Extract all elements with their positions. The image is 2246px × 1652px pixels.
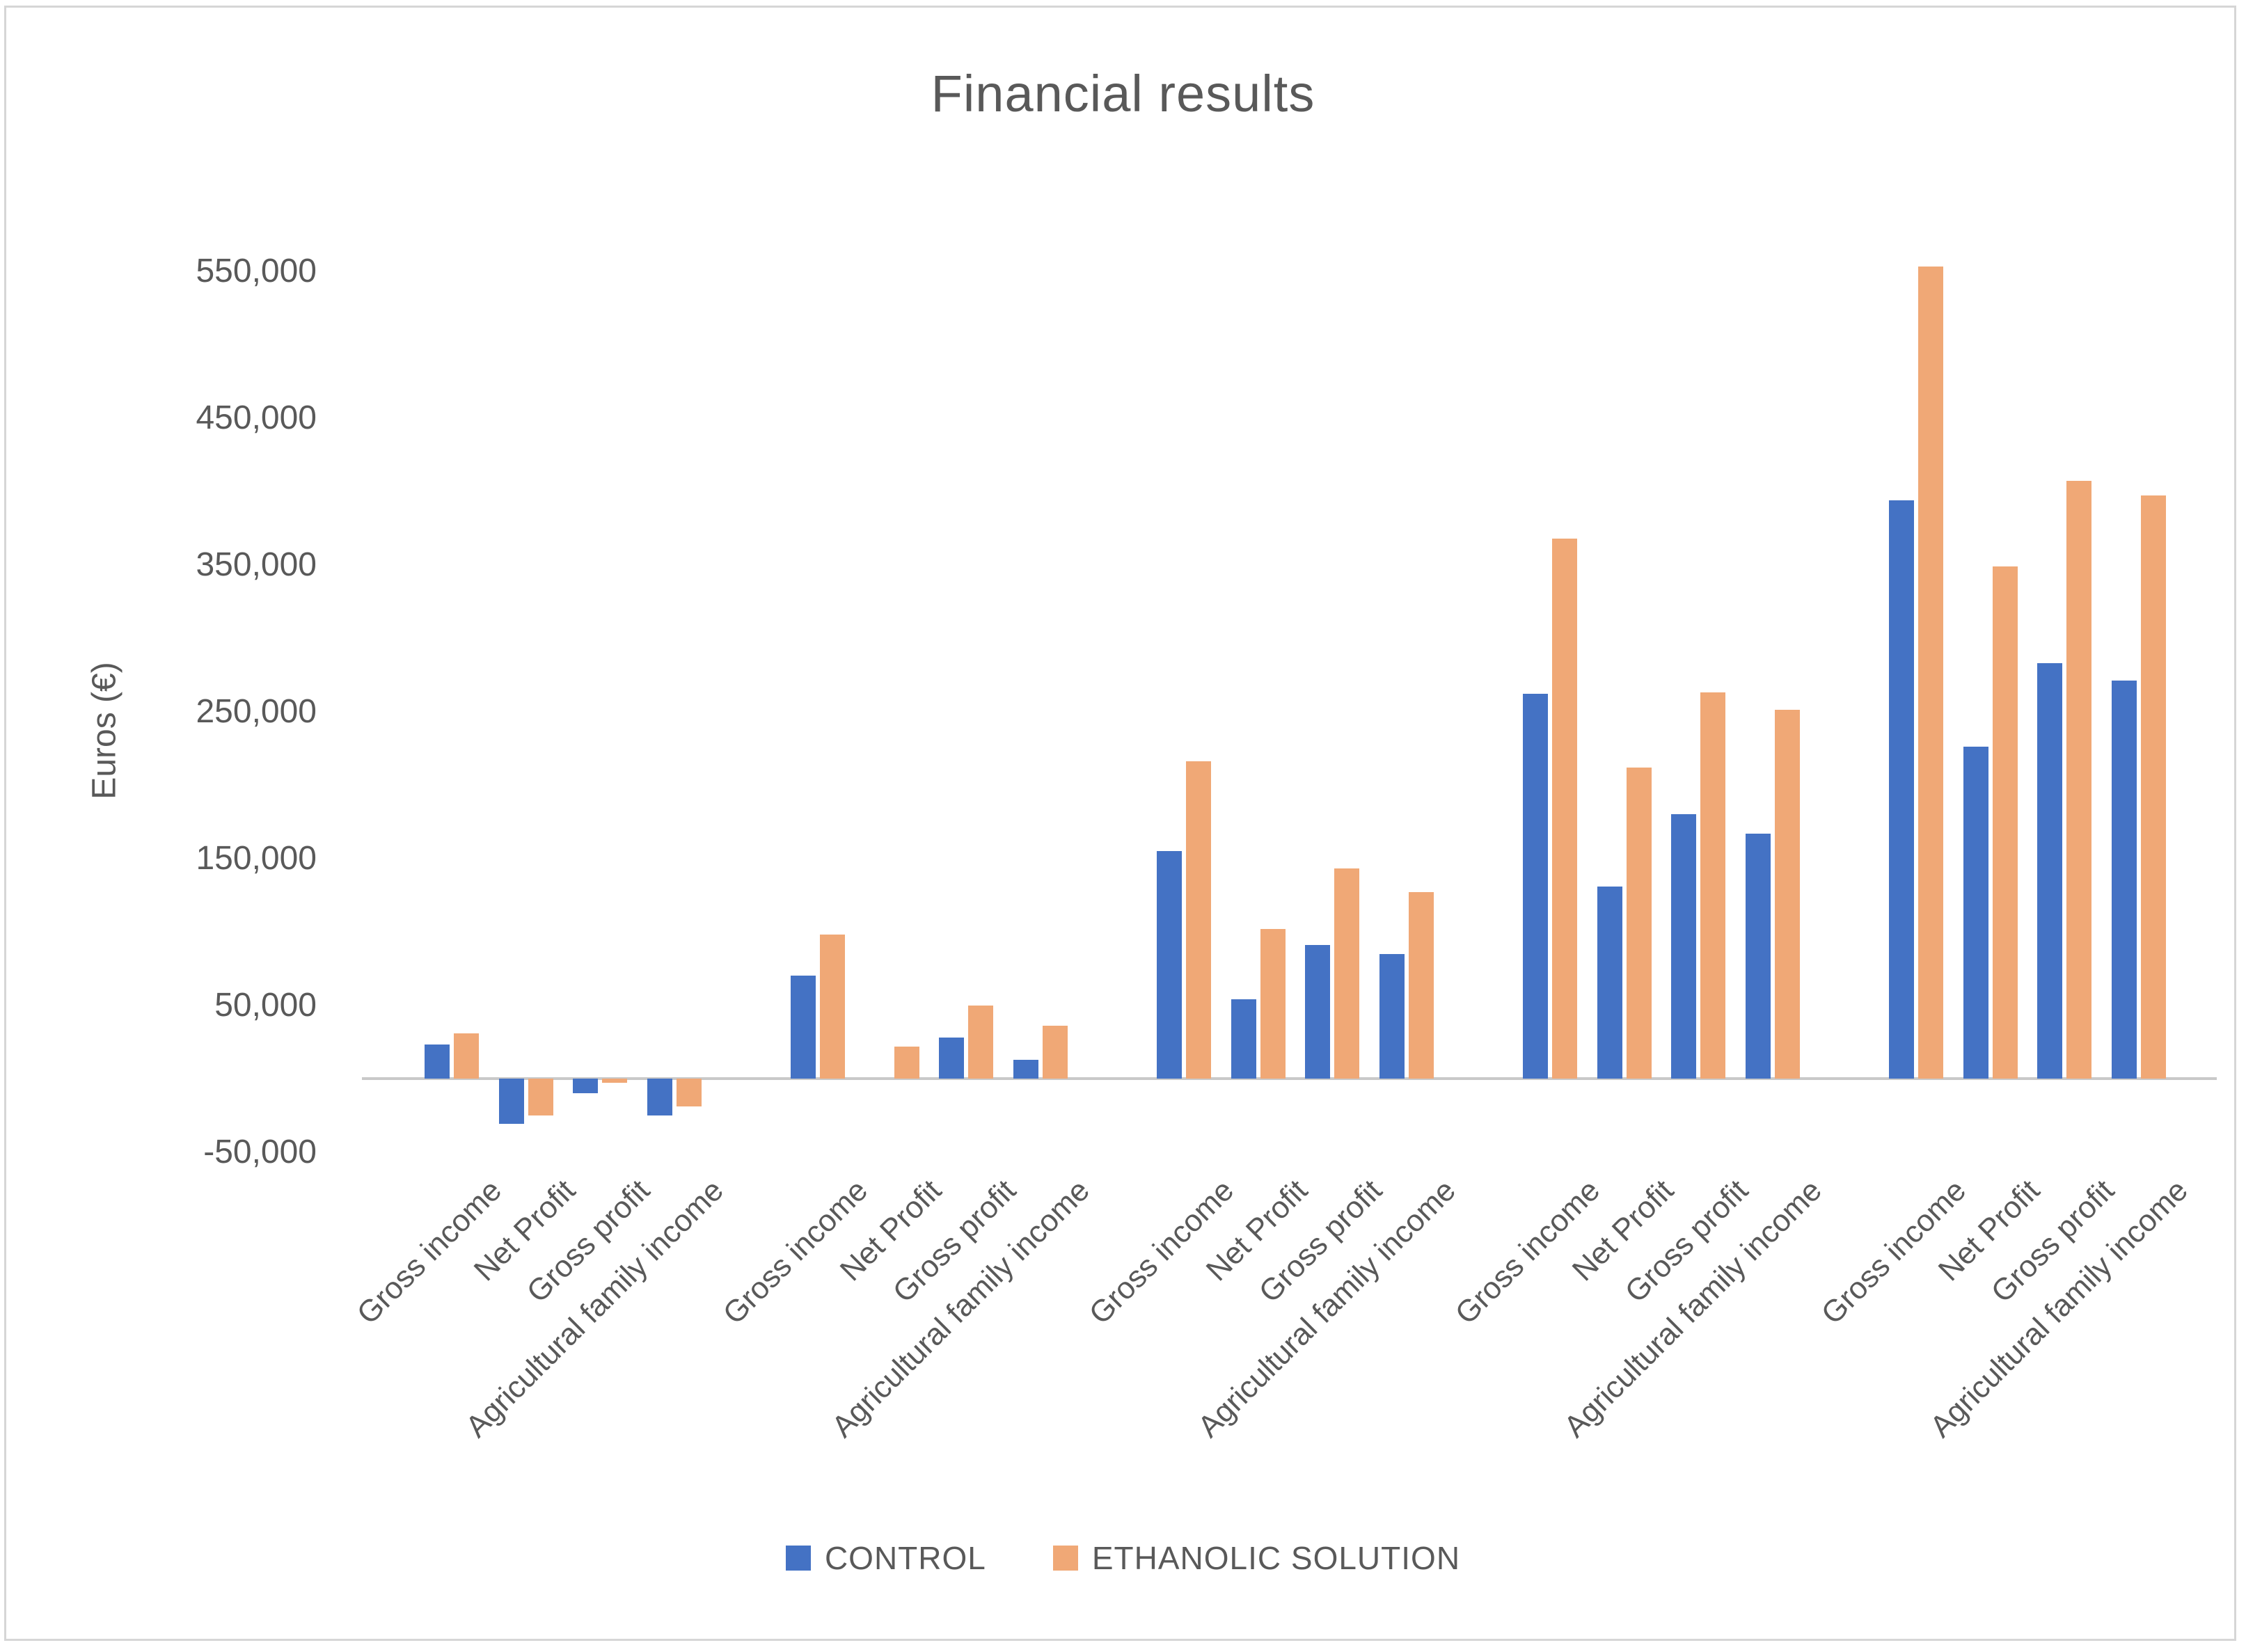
y-tick-label: 350,000 [196, 546, 317, 583]
control-bar [1963, 747, 1988, 1079]
legend-label: CONTROL [824, 1540, 986, 1576]
ethanolic-solution-bar [1186, 761, 1211, 1079]
ethanolic-solution-bar [894, 1046, 919, 1079]
ethanolic-solution-bar [1334, 868, 1359, 1079]
legend-item: CONTROL [785, 1539, 986, 1577]
ethanolic-solution-bar [1992, 566, 2018, 1079]
control-bar [1379, 953, 1405, 1079]
y-tick-label: 50,000 [214, 986, 317, 1024]
ethanolic-solution-bar [2066, 481, 2091, 1079]
y-tick-label: 450,000 [196, 399, 317, 436]
control-bar [425, 1045, 450, 1079]
y-tick-label: 250,000 [196, 692, 317, 730]
control-bar [1523, 694, 1548, 1079]
ethanolic-solution-bar [1408, 892, 1434, 1079]
legend-swatch-icon [785, 1546, 811, 1571]
control-bar [573, 1079, 598, 1094]
y-tick-label: 150,000 [196, 839, 317, 877]
ethanolic-solution-bar [1774, 710, 1800, 1079]
control-bar [791, 976, 816, 1079]
control-bar [1305, 944, 1330, 1079]
ethanolic-solution-bar [968, 1005, 993, 1079]
control-bar [2111, 681, 2137, 1079]
control-bar [1597, 886, 1622, 1079]
ethanolic-solution-bar [1042, 1026, 1068, 1079]
legend: CONTROL ETHANOLIC SOLUTION [0, 1539, 2246, 1577]
control-bar [498, 1079, 524, 1125]
ethanolic-solution-bar [2140, 495, 2166, 1079]
chart-title: Financial results [931, 65, 1315, 122]
control-bar [1671, 814, 1696, 1079]
ethanolic-solution-bar [528, 1079, 553, 1115]
control-bar [647, 1079, 672, 1115]
control-bar [1157, 850, 1182, 1079]
x-axis-line [362, 1077, 2217, 1080]
control-bar [1231, 999, 1256, 1079]
y-tick-label: -50,000 [203, 1133, 317, 1170]
legend-swatch-icon [1052, 1546, 1078, 1571]
control-bar [939, 1037, 964, 1079]
ethanolic-solution-bar [454, 1033, 479, 1079]
legend-label: ETHANOLIC SOLUTION [1091, 1540, 1461, 1576]
ethanolic-solution-bar [1700, 692, 1725, 1079]
ethanolic-solution-bar [1260, 928, 1286, 1079]
legend-item: ETHANOLIC SOLUTION [1052, 1539, 1461, 1577]
control-bar [1013, 1059, 1038, 1079]
control-bar [1889, 500, 1914, 1079]
ethanolic-solution-bar [820, 935, 845, 1079]
ethanolic-solution-bar [602, 1079, 627, 1083]
ethanolic-solution-bar [1918, 267, 1943, 1079]
ethanolic-solution-bar [1626, 767, 1652, 1079]
control-bar [1745, 833, 1771, 1079]
ethanolic-solution-bar [1552, 538, 1577, 1079]
ethanolic-solution-bar [676, 1079, 702, 1107]
y-tick-label: 550,000 [196, 252, 317, 289]
control-bar [2037, 662, 2062, 1079]
